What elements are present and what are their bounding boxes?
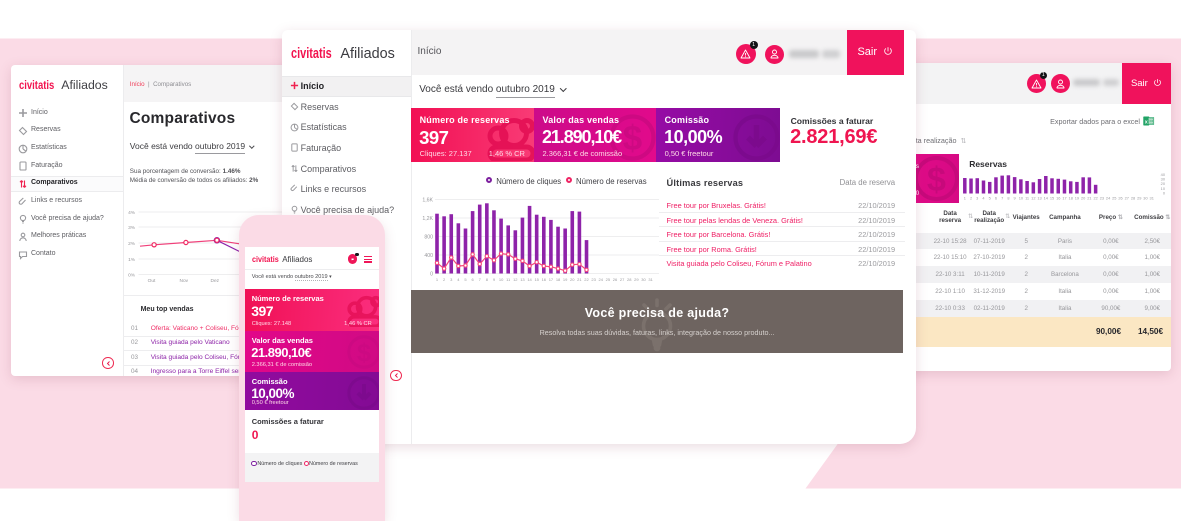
svg-text:$: $ [623, 119, 642, 158]
svg-text:6: 6 [995, 196, 997, 201]
svg-text:Dez: Dez [210, 278, 219, 284]
svg-text:29: 29 [634, 277, 639, 282]
svg-text:19: 19 [563, 277, 568, 282]
svg-text:40: 40 [1161, 172, 1166, 177]
svg-text:18: 18 [555, 277, 560, 282]
svg-text:19: 19 [1075, 196, 1079, 201]
svg-text:3: 3 [450, 277, 453, 282]
svg-text:12: 12 [513, 277, 518, 282]
svg-text:4: 4 [457, 277, 460, 282]
svg-text:3%: 3% [128, 225, 136, 231]
svg-text:1: 1 [435, 277, 438, 282]
svg-text:0: 0 [430, 271, 433, 277]
svg-text:17: 17 [548, 277, 553, 282]
svg-text:17: 17 [1062, 196, 1066, 201]
svg-text:5: 5 [464, 277, 467, 282]
svg-text:4: 4 [982, 196, 985, 201]
svg-text:8: 8 [1007, 196, 1009, 201]
svg-text:14: 14 [527, 277, 532, 282]
svg-text:Out: Out [147, 278, 155, 284]
svg-text:400: 400 [424, 253, 433, 259]
svg-text:15: 15 [1050, 196, 1054, 201]
svg-text:30: 30 [1143, 196, 1148, 201]
svg-text:7: 7 [1001, 196, 1003, 201]
svg-text:26: 26 [1118, 196, 1122, 201]
svg-text:12: 12 [1031, 196, 1035, 201]
svg-text:27: 27 [1125, 196, 1129, 201]
svg-text:1%: 1% [128, 257, 136, 263]
svg-text:0: 0 [1163, 190, 1166, 195]
svg-text:10: 10 [1019, 196, 1024, 201]
svg-text:22: 22 [1093, 196, 1097, 201]
svg-text:11: 11 [506, 277, 511, 282]
svg-text:9: 9 [492, 277, 495, 282]
svg-text:23: 23 [591, 277, 596, 282]
svg-text:24: 24 [1106, 196, 1111, 201]
svg-text:6: 6 [471, 277, 474, 282]
svg-text:20: 20 [1161, 181, 1166, 186]
svg-text:31: 31 [648, 277, 653, 282]
svg-text:22: 22 [584, 277, 589, 282]
svg-text:16: 16 [1056, 196, 1060, 201]
svg-text:1: 1 [964, 196, 966, 201]
svg-text:2%: 2% [128, 241, 136, 247]
svg-text:800: 800 [424, 234, 433, 240]
svg-text:26: 26 [612, 277, 617, 282]
svg-text:28: 28 [1131, 196, 1135, 201]
svg-text:18: 18 [1069, 196, 1073, 201]
svg-text:15: 15 [534, 277, 539, 282]
svg-text:20: 20 [1081, 196, 1086, 201]
svg-text:16: 16 [541, 277, 546, 282]
svg-text:1,6K: 1,6K [422, 197, 433, 203]
svg-text:14: 14 [1044, 196, 1049, 201]
svg-text:5: 5 [989, 196, 991, 201]
svg-text:13: 13 [1037, 196, 1041, 201]
svg-text:0%: 0% [128, 272, 136, 278]
svg-text:9: 9 [1014, 196, 1016, 201]
svg-text:4%: 4% [128, 210, 136, 216]
svg-text:11: 11 [1025, 196, 1029, 201]
svg-text:1,2K: 1,2K [422, 216, 433, 222]
svg-text:10: 10 [1161, 186, 1166, 191]
svg-text:$: $ [927, 161, 946, 199]
svg-text:2: 2 [970, 196, 972, 201]
svg-text:3: 3 [976, 196, 978, 201]
svg-text:2: 2 [443, 277, 446, 282]
svg-text:21: 21 [1087, 196, 1091, 201]
svg-text:13: 13 [520, 277, 525, 282]
svg-text:25: 25 [605, 277, 610, 282]
svg-text:20: 20 [570, 277, 575, 282]
svg-text:30: 30 [1161, 177, 1166, 182]
svg-text:7: 7 [478, 277, 481, 282]
svg-text:28: 28 [627, 277, 632, 282]
svg-text:25: 25 [1112, 196, 1116, 201]
svg-text:30: 30 [641, 277, 646, 282]
svg-text:23: 23 [1100, 196, 1104, 201]
svg-text:31: 31 [1150, 196, 1154, 201]
svg-text:27: 27 [619, 277, 624, 282]
svg-text:Nov: Nov [179, 278, 188, 284]
svg-text:21: 21 [577, 277, 582, 282]
svg-text:$: $ [357, 339, 371, 367]
svg-text:24: 24 [598, 277, 603, 282]
svg-text:x: x [1145, 119, 1148, 125]
svg-text:8: 8 [485, 277, 488, 282]
svg-text:29: 29 [1137, 196, 1141, 201]
svg-text:10: 10 [498, 277, 503, 282]
